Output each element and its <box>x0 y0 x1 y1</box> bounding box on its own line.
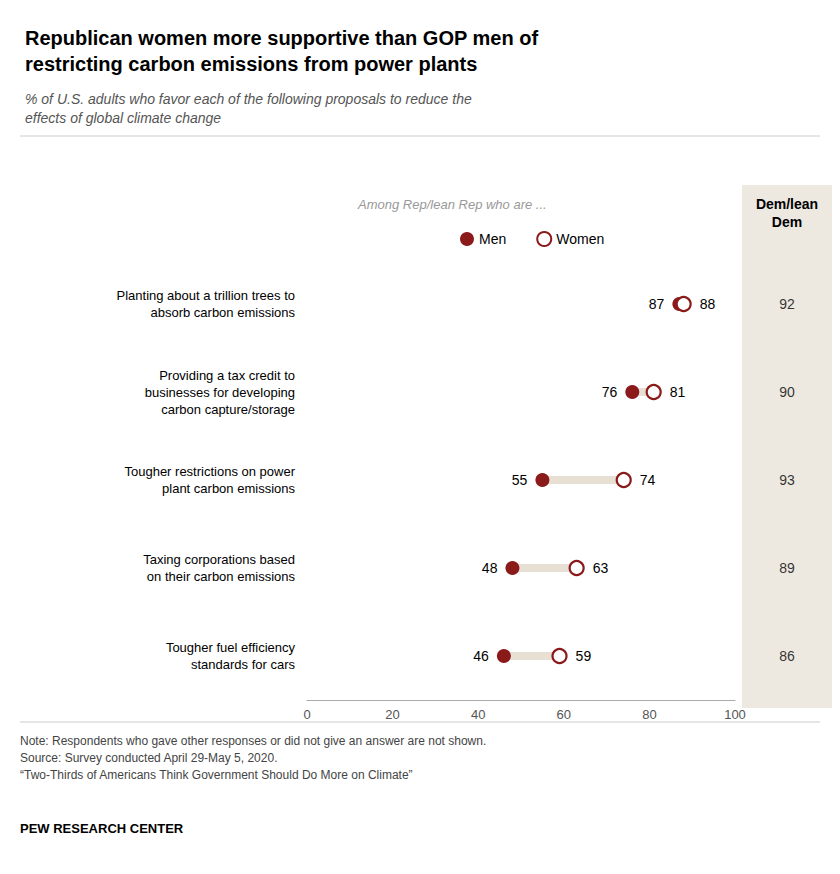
svg-text:92: 92 <box>779 296 795 312</box>
svg-text:46: 46 <box>473 648 489 664</box>
svg-text:Women: Women <box>556 231 604 247</box>
svg-text:89: 89 <box>779 560 795 576</box>
svg-text:on their carbon emissions: on their carbon emissions <box>147 569 296 584</box>
svg-text:carbon capture/storage: carbon capture/storage <box>161 402 295 417</box>
svg-text:100: 100 <box>724 707 746 722</box>
svg-text:Planting about a trillion tree: Planting about a trillion trees to <box>117 288 296 303</box>
svg-text:Providing a tax credit to: Providing a tax credit to <box>159 368 295 383</box>
svg-text:55: 55 <box>512 472 528 488</box>
svg-text:Taxing corporations based: Taxing corporations based <box>143 552 295 567</box>
svg-text:businesses for developing: businesses for developing <box>145 385 295 400</box>
svg-text:absorb carbon emissions: absorb carbon emissions <box>150 305 295 320</box>
svg-text:Republican women more supporti: Republican women more supportive than GO… <box>25 27 538 49</box>
svg-text:90: 90 <box>779 384 795 400</box>
svg-text:48: 48 <box>482 560 498 576</box>
svg-text:“Two-Thirds of Americans Think: “Two-Thirds of Americans Think Governmen… <box>20 768 413 782</box>
svg-text:Tougher restrictions on power: Tougher restrictions on power <box>124 464 295 479</box>
svg-text:40: 40 <box>471 707 485 722</box>
svg-text:87: 87 <box>649 296 665 312</box>
svg-text:Dem: Dem <box>772 214 802 230</box>
svg-text:81: 81 <box>670 384 686 400</box>
svg-text:20: 20 <box>385 707 399 722</box>
svg-text:74: 74 <box>640 472 656 488</box>
svg-text:Dem/lean: Dem/lean <box>756 196 818 212</box>
svg-text:plant carbon emissions: plant carbon emissions <box>162 481 295 496</box>
svg-text:60: 60 <box>557 707 571 722</box>
svg-text:80: 80 <box>642 707 656 722</box>
svg-text:effects of global climate chan: effects of global climate change <box>25 110 221 126</box>
svg-text:88: 88 <box>700 296 716 312</box>
svg-text:63: 63 <box>593 560 609 576</box>
svg-text:% of U.S. adults who favor eac: % of U.S. adults who favor each of the f… <box>25 91 472 107</box>
svg-text:93: 93 <box>779 472 795 488</box>
svg-text:Source: Survey conducted April: Source: Survey conducted April 29-May 5,… <box>20 751 277 765</box>
svg-text:restricting carbon emissions f: restricting carbon emissions from power … <box>25 53 477 75</box>
svg-text:Note: Respondents who gave oth: Note: Respondents who gave other respons… <box>20 734 486 748</box>
svg-text:Men: Men <box>479 231 506 247</box>
svg-text:Among Rep/lean Rep who are ...: Among Rep/lean Rep who are ... <box>357 197 547 212</box>
svg-text:PEW RESEARCH CENTER: PEW RESEARCH CENTER <box>20 821 184 836</box>
svg-text:86: 86 <box>779 648 795 664</box>
svg-text:0: 0 <box>303 707 310 722</box>
svg-text:Tougher fuel efficiency: Tougher fuel efficiency <box>166 640 296 655</box>
svg-text:59: 59 <box>576 648 592 664</box>
svg-text:standards for cars: standards for cars <box>191 657 296 672</box>
svg-text:76: 76 <box>602 384 618 400</box>
